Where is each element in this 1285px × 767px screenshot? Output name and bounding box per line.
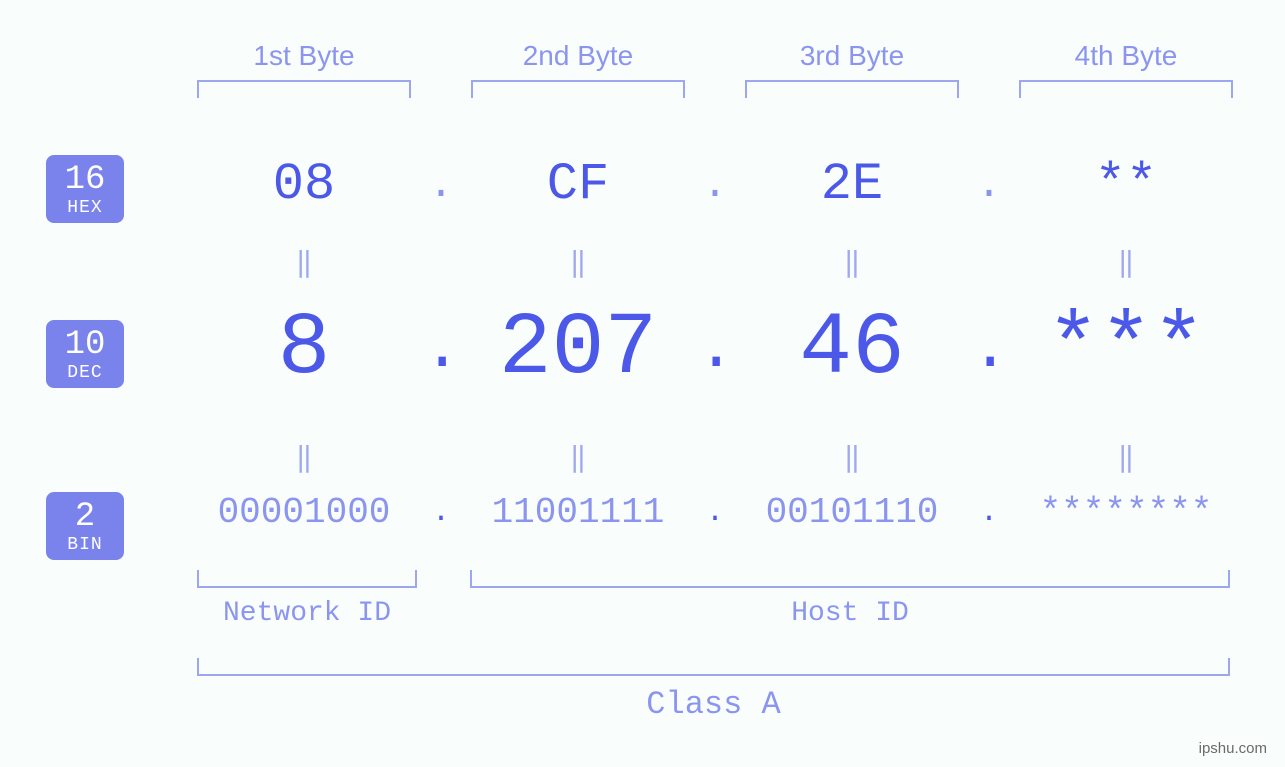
- badge-hex: 16 HEX: [46, 155, 124, 223]
- badge-dec: 10 DEC: [46, 320, 124, 388]
- badge-dec-num: 10: [46, 328, 124, 362]
- bin-byte-4: ********: [1007, 492, 1245, 533]
- equals-row-dec-bin: ‖ ‖ ‖ ‖: [185, 440, 1245, 475]
- bin-byte-1: 00001000: [185, 492, 423, 533]
- dec-byte-2: 207: [459, 300, 697, 399]
- hex-byte-3: 2E: [733, 155, 971, 214]
- hex-sep-2: .: [697, 161, 733, 209]
- dec-byte-1: 8: [185, 300, 423, 399]
- equals-row-hex-dec: ‖ ‖ ‖ ‖: [185, 245, 1245, 280]
- byte-header-brackets: [185, 80, 1245, 98]
- hex-byte-2: CF: [459, 155, 697, 214]
- class-label: Class A: [197, 686, 1230, 723]
- badge-hex-num: 16: [46, 163, 124, 197]
- badge-bin-label: BIN: [46, 536, 124, 554]
- watermark: ipshu.com: [1199, 740, 1267, 757]
- badge-bin: 2 BIN: [46, 492, 124, 560]
- bin-sep-2: .: [697, 496, 733, 530]
- row-bin: 00001000 . 11001111 . 00101110 . *******…: [185, 492, 1245, 533]
- byte-header-4: 4th Byte: [1007, 40, 1245, 72]
- byte-headers: 1st Byte 2nd Byte 3rd Byte 4th Byte: [185, 40, 1245, 72]
- byte-header-1: 1st Byte: [185, 40, 423, 72]
- row-dec: 8 . 207 . 46 . ***: [185, 300, 1245, 399]
- bin-sep-1: .: [423, 496, 459, 530]
- row-hex: 08 . CF . 2E . **: [185, 155, 1245, 214]
- network-id-label: Network ID: [197, 598, 417, 629]
- dec-byte-3: 46: [733, 300, 971, 399]
- badge-hex-label: HEX: [46, 199, 124, 217]
- bin-byte-3: 00101110: [733, 492, 971, 533]
- bin-byte-2: 11001111: [459, 492, 697, 533]
- host-id-label: Host ID: [470, 598, 1230, 629]
- hex-sep-1: .: [423, 161, 459, 209]
- dec-byte-4: ***: [1007, 300, 1245, 399]
- bin-sep-3: .: [971, 496, 1007, 530]
- dec-sep-2: .: [697, 314, 733, 386]
- hex-byte-4: **: [1007, 155, 1245, 214]
- hex-sep-3: .: [971, 161, 1007, 209]
- badge-bin-num: 2: [46, 500, 124, 534]
- byte-header-2: 2nd Byte: [459, 40, 697, 72]
- byte-header-3: 3rd Byte: [733, 40, 971, 72]
- badge-dec-label: DEC: [46, 364, 124, 382]
- dec-sep-1: .: [423, 314, 459, 386]
- hex-byte-1: 08: [185, 155, 423, 214]
- dec-sep-3: .: [971, 314, 1007, 386]
